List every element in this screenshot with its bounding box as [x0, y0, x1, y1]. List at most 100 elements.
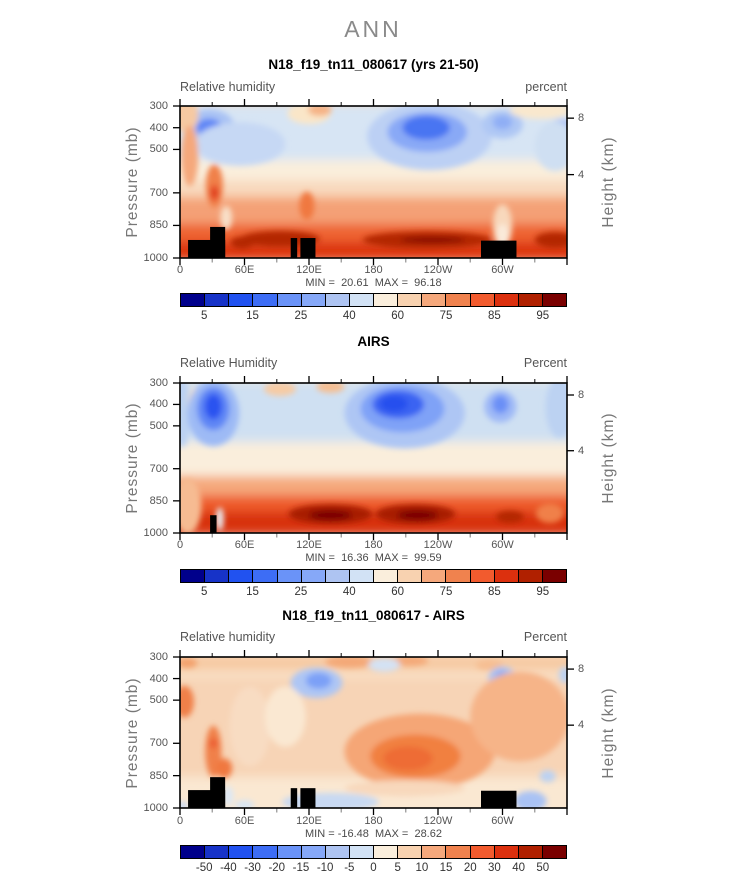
- colorbar-tick-label: -5: [344, 862, 355, 873]
- topography-mask: [210, 226, 226, 258]
- colorbar-cell: [325, 570, 350, 582]
- height-tick-label: 4: [578, 719, 585, 732]
- variable-label: Relative humidity: [180, 630, 276, 644]
- colorbar-tick-label: 95: [536, 310, 550, 322]
- stat-line: MIN = -16.48 MAX = 28.62: [305, 828, 442, 840]
- colorbar-cell: [374, 294, 399, 306]
- colorbar-tick-label: 5: [200, 310, 208, 322]
- x-tick-label: 120W: [423, 539, 453, 551]
- variable-label: Relative humidity: [180, 80, 276, 94]
- topography-mask: [481, 240, 517, 258]
- x-tick-label: 180: [364, 539, 383, 551]
- colorbar-tick-label: 75: [439, 310, 453, 322]
- pressure-tick-label: 400: [149, 672, 168, 685]
- colorbar-tick-label: -40: [220, 862, 237, 873]
- colorbar-tick-label: -10: [316, 862, 334, 873]
- colorbar-tick-label: 10: [415, 862, 429, 873]
- colorbar-cell: [301, 570, 326, 582]
- pressure-tick-label: 300: [149, 651, 168, 663]
- panel-subtitle: N18_f19_tn11_080617 (yrs 21-50): [268, 57, 479, 72]
- height-tick-label: 8: [578, 663, 585, 676]
- panel-2-colorbar: [180, 569, 567, 583]
- panel-subtitle: AIRS: [357, 334, 390, 349]
- colorbar-tick-label: 15: [246, 586, 259, 598]
- topography-mask: [300, 788, 316, 808]
- pressure-tick-label: 400: [149, 121, 168, 134]
- height-axis-title: Height (km): [600, 686, 617, 779]
- colorbar-tick-label: 50: [536, 862, 550, 873]
- variable-label: Relative Humidity: [180, 356, 278, 370]
- colorbar-tick-label: 25: [294, 310, 308, 322]
- pressure-tick-label: 400: [149, 398, 168, 411]
- colorbar-cell: [494, 846, 519, 858]
- colorbar-cell: [325, 294, 350, 306]
- height-tick-label: 8: [578, 389, 585, 401]
- colorbar-tick-label: 75: [439, 586, 453, 598]
- colorbar-cell: [229, 570, 254, 582]
- colorbar-cell: [542, 294, 566, 306]
- colorbar-tick-label: 5: [200, 586, 208, 598]
- colorbar-tick-label: 40: [342, 586, 356, 598]
- colorbar-tick-label: -15: [292, 862, 310, 873]
- colorbar-cell: [374, 846, 399, 858]
- height-tick-label: 4: [578, 444, 585, 457]
- pressure-tick-label: 300: [149, 377, 168, 389]
- colorbar-cell: [349, 294, 374, 306]
- colorbar-tick-label: 0: [370, 862, 377, 873]
- pressure-tick-label: 500: [149, 419, 168, 432]
- colorbar-cell: [205, 570, 230, 582]
- colorbar-cell: [422, 294, 447, 306]
- colorbar-cell: [446, 570, 471, 582]
- colorbar-tick-label: 15: [439, 862, 453, 873]
- colorbar-tick-label: 60: [391, 310, 405, 322]
- x-tick-label: 0: [176, 815, 184, 827]
- topography-mask: [481, 790, 517, 808]
- pressure-tick-label: 700: [149, 462, 168, 475]
- colorbar-cell: [542, 570, 566, 582]
- colorbar-tick-label: 40: [342, 310, 356, 322]
- colorbar-cell: [470, 570, 495, 582]
- panel-3-contour-plot: [173, 650, 574, 815]
- colorbar-cell: [301, 846, 326, 858]
- x-tick-label: 0: [176, 539, 184, 551]
- height-tick-label: 4: [578, 168, 585, 181]
- units-label: Percent: [523, 356, 567, 370]
- colorbar-cell: [494, 570, 519, 582]
- pressure-tick-label: 850: [149, 219, 168, 232]
- colorbar-cell: [518, 570, 543, 582]
- pressure-tick-label: 700: [149, 737, 168, 750]
- units-label: percent: [525, 80, 567, 94]
- colorbar-cell: [253, 846, 278, 858]
- colorbar-cell: [518, 294, 543, 306]
- x-tick-label: 60W: [491, 539, 514, 551]
- colorbar-cell: [470, 294, 495, 306]
- colorbar-cell: [181, 846, 206, 858]
- stat-line: MIN = 16.36 MAX = 99.59: [305, 552, 442, 564]
- units-label: Percent: [523, 630, 567, 644]
- pressure-tick-label: 300: [149, 100, 168, 112]
- page-title: ANN: [344, 16, 402, 42]
- x-tick-label: 60E: [234, 539, 255, 551]
- colorbar-cell: [494, 294, 519, 306]
- colorbar-tick-label: 25: [294, 586, 308, 598]
- pressure-tick-label: 1000: [143, 802, 168, 814]
- colorbar-cell: [229, 846, 254, 858]
- colorbar-tick-label: -50: [195, 862, 213, 873]
- pressure-tick-label: 850: [149, 769, 168, 782]
- panel-2-contour-plot: [173, 376, 574, 540]
- colorbar-tick-label: -20: [268, 862, 286, 873]
- colorbar-cell: [277, 846, 302, 858]
- colorbar-cell: [301, 294, 326, 306]
- x-tick-label: 0: [176, 264, 184, 276]
- colorbar-cell: [181, 570, 206, 582]
- colorbar-cell: [325, 846, 350, 858]
- colorbar-cell: [374, 570, 399, 582]
- colorbar-tick-label: 95: [536, 586, 550, 598]
- x-tick-label: 60W: [491, 264, 514, 276]
- height-axis-title: Height (km): [600, 136, 617, 228]
- colorbar-cell: [518, 846, 543, 858]
- colorbar-tick-label: 40: [512, 862, 526, 873]
- colorbar-cell: [422, 846, 447, 858]
- colorbar-cell: [349, 846, 374, 858]
